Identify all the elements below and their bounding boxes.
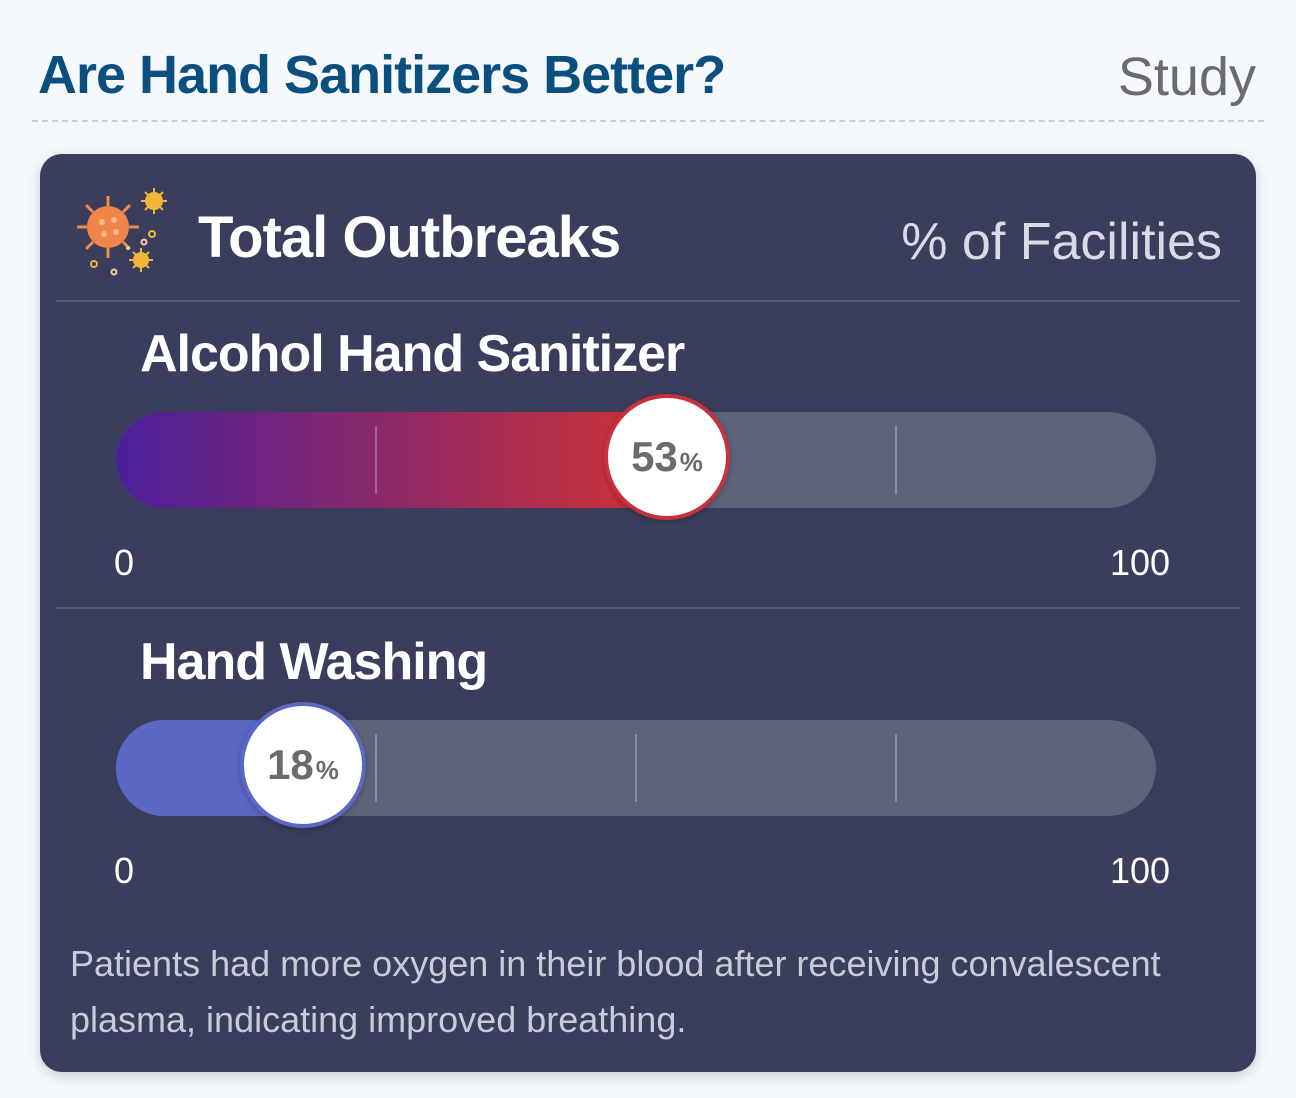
- value-label: 18: [267, 741, 314, 788]
- page-title: Are Hand Sanitizers Better?: [38, 45, 726, 105]
- unit-label: % of Facilities: [901, 213, 1222, 271]
- divider: [56, 300, 1240, 302]
- study-note: Patients had more oxygen in their blood …: [70, 943, 1161, 1040]
- value-label: 53: [631, 433, 678, 480]
- divider: [56, 607, 1240, 609]
- page-header: Are Hand Sanitizers Better? Study: [32, 40, 1264, 122]
- bar-fill-alcohol-sanitizer: [116, 412, 667, 508]
- outbreaks-card: Total Outbreaks % of Facilities Alcohol …: [40, 154, 1256, 1072]
- tick-75: [895, 426, 897, 494]
- bar-label-alcohol-sanitizer: Alcohol Hand Sanitizer: [140, 325, 685, 383]
- chart-title: Total Outbreaks: [198, 205, 621, 270]
- value-bubble-alcohol-sanitizer: 53%: [604, 394, 730, 520]
- study-tag: Study: [1117, 47, 1256, 107]
- virus-icon: [77, 188, 167, 276]
- tick-75: [895, 734, 897, 802]
- percent-suffix: %: [679, 446, 703, 477]
- value-bubble-hand-washing: 18%: [240, 702, 366, 828]
- percent-suffix: %: [315, 754, 339, 785]
- tick-25: [375, 734, 377, 802]
- axis-max-label: 100: [1110, 850, 1171, 891]
- axis-max-label: 100: [1110, 542, 1171, 583]
- tick-25: [375, 426, 377, 494]
- bar-track-hand-washing: 18%: [116, 702, 1156, 828]
- axis-min-label: 0: [114, 542, 135, 583]
- bar-track-alcohol-sanitizer: 53%: [116, 394, 1156, 520]
- axis-min-label: 0: [114, 850, 135, 891]
- bar-label-hand-washing: Hand Washing: [140, 633, 488, 691]
- tick-50: [635, 734, 637, 802]
